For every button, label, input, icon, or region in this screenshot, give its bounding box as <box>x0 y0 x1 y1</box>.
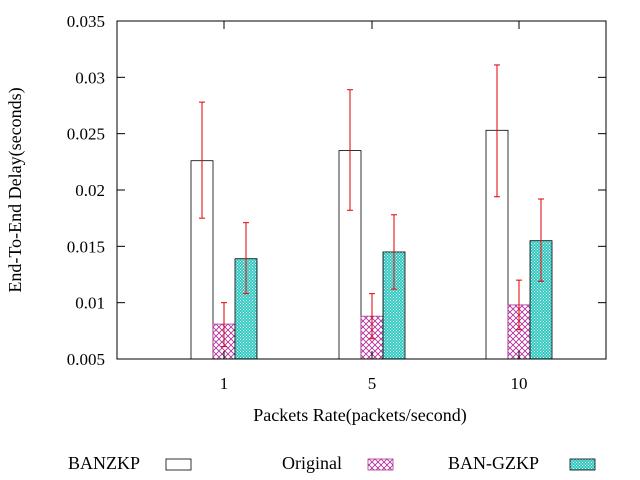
error-bar-original-5 <box>369 293 375 340</box>
y-axis: 0.005 0.01 0.015 0.02 0.025 0.03 0.035 <box>67 12 606 369</box>
y-tick-label: 0.03 <box>75 68 105 87</box>
x-tick-label: 10 <box>511 374 528 393</box>
y-tick-label: 0.02 <box>75 181 105 200</box>
error-bar-original-10 <box>516 279 522 331</box>
y-tick-label: 0.005 <box>67 350 105 369</box>
bars-layer <box>190 129 553 360</box>
y-tick-label: 0.025 <box>67 125 105 144</box>
y-tick-label: 0.015 <box>67 237 105 256</box>
legend-label: Original <box>282 453 342 473</box>
x-axis: 1 5 10 <box>220 21 528 393</box>
x-axis-label: Packets Rate(packets/second) <box>253 405 466 426</box>
x-tick-label: 5 <box>368 374 377 393</box>
error-bar-banzkp-10 <box>494 64 500 198</box>
y-axis-label: End-To-End Delay(seconds) <box>5 87 26 292</box>
legend-item-original: Original <box>282 453 394 473</box>
error-bar-banzkp-5 <box>347 89 353 211</box>
y-tick-label: 0.01 <box>75 294 105 313</box>
error-bar-original-1 <box>221 302 227 348</box>
y-tick-label: 0.035 <box>67 12 105 31</box>
legend-swatch <box>367 458 394 471</box>
legend-swatch <box>165 458 192 471</box>
x-tick-label: 1 <box>220 374 229 393</box>
legend-swatch <box>569 458 596 471</box>
error-bars-layer <box>199 64 544 348</box>
legend-item-ban-gzkp: BAN-GZKP <box>448 453 596 473</box>
legend-label: BAN-GZKP <box>448 453 539 473</box>
error-bar-banzkp-1 <box>199 101 205 219</box>
error-bar-ban-gzkp-5 <box>391 214 397 290</box>
error-bar-ban-gzkp-1 <box>243 222 249 295</box>
error-bar-ban-gzkp-10 <box>538 198 544 282</box>
legend-item-banzkp: BANZKP <box>68 453 192 473</box>
legend: BANZKP Original BAN-GZKP <box>68 453 596 473</box>
legend-label: BANZKP <box>68 453 140 473</box>
